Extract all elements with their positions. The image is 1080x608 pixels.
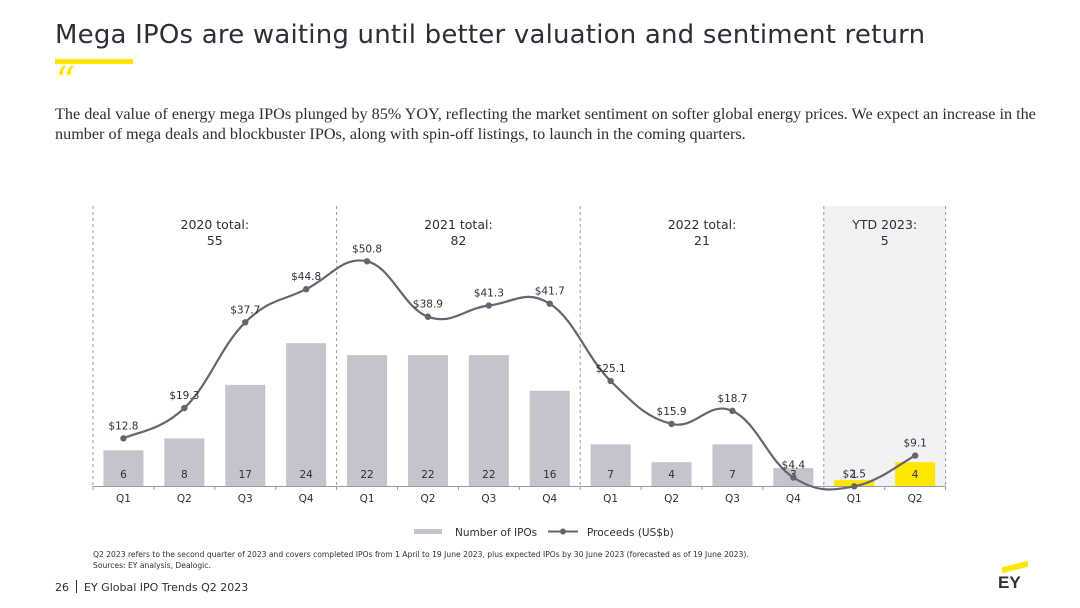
proceeds-label: $37.7 bbox=[230, 304, 260, 316]
group-label: 2021 total: bbox=[424, 217, 493, 232]
x-tick-label: Q4 bbox=[786, 493, 801, 505]
bar-value-label: 4 bbox=[668, 469, 675, 481]
proceeds-label: $41.3 bbox=[474, 288, 504, 300]
bar bbox=[347, 355, 388, 486]
x-tick-label: Q4 bbox=[299, 493, 314, 505]
legend-line-marker bbox=[560, 528, 566, 535]
ey-logo-text: EY bbox=[998, 573, 1021, 592]
proceeds-point bbox=[729, 407, 736, 415]
footer: 26 EY Global IPO Trends Q2 2023 bbox=[55, 580, 248, 594]
bar-value-label: 4 bbox=[912, 469, 919, 481]
proceeds-point bbox=[668, 420, 675, 428]
group-label: YTD 2023: bbox=[851, 217, 917, 232]
legend-bar-label: Number of IPOs bbox=[455, 527, 537, 539]
proceeds-label: $9.1 bbox=[903, 438, 926, 450]
page-number: 26 bbox=[55, 581, 69, 594]
proceeds-label: $12.8 bbox=[108, 420, 138, 432]
footer-text: EY Global IPO Trends Q2 2023 bbox=[84, 581, 249, 594]
proceeds-point bbox=[607, 377, 614, 385]
proceeds-point bbox=[181, 404, 188, 412]
proceeds-point bbox=[485, 302, 493, 309]
chart-notes: Q2 2023 refers to the second quarter of … bbox=[93, 549, 749, 571]
bar-value-label: 1 bbox=[851, 469, 858, 481]
bar-value-label: 8 bbox=[181, 469, 188, 481]
proceeds-label: $50.8 bbox=[352, 243, 382, 255]
x-tick-label: Q1 bbox=[847, 493, 862, 505]
title-underline bbox=[55, 59, 133, 64]
bar-value-label: 7 bbox=[729, 469, 736, 481]
proceeds-point bbox=[546, 300, 553, 307]
proceeds-label: $25.1 bbox=[596, 363, 626, 375]
proceeds-label: $18.7 bbox=[717, 393, 747, 405]
bar-value-label: 6 bbox=[120, 469, 127, 481]
proceeds-point bbox=[302, 286, 310, 293]
ytd-panel bbox=[823, 206, 946, 486]
group-label: 2022 total: bbox=[668, 217, 737, 232]
proceeds-point bbox=[120, 435, 127, 442]
x-tick-label: Q2 bbox=[177, 493, 192, 505]
x-tick-label: Q2 bbox=[908, 493, 923, 505]
proceeds-label: $4.4 bbox=[782, 459, 806, 471]
proceeds-label: $44.8 bbox=[291, 271, 321, 283]
bar-value-label: 22 bbox=[482, 469, 495, 481]
note-line-2: Sources: EY analysis, Dealogic. bbox=[93, 561, 211, 570]
bar-value-label: 22 bbox=[360, 469, 373, 481]
quote-icon: “ bbox=[55, 59, 76, 105]
group-total: 5 bbox=[881, 233, 889, 248]
page-title: Mega IPOs are waiting until better valua… bbox=[55, 20, 926, 50]
bar-value-label: 7 bbox=[607, 469, 614, 481]
bar-value-label: 22 bbox=[421, 469, 434, 481]
proceeds-point bbox=[911, 452, 919, 459]
x-tick-label: Q1 bbox=[603, 493, 618, 505]
note-line-1: Q2 2023 refers to the second quarter of … bbox=[93, 550, 749, 559]
footer-divider bbox=[76, 580, 77, 593]
bar bbox=[590, 444, 631, 486]
bar-value-label: 17 bbox=[239, 469, 252, 481]
bar bbox=[712, 444, 753, 486]
legend-line-label: Proceeds (US$b) bbox=[587, 527, 674, 539]
group-total: 82 bbox=[450, 233, 466, 248]
x-tick-label: Q2 bbox=[420, 493, 435, 505]
proceeds-point bbox=[424, 313, 432, 320]
x-tick-label: Q3 bbox=[725, 493, 740, 505]
bar bbox=[529, 390, 570, 486]
proceeds-label: $38.9 bbox=[413, 299, 443, 311]
bar bbox=[164, 438, 205, 486]
ey-logo: EY bbox=[996, 560, 1030, 594]
proceeds-point bbox=[851, 483, 858, 490]
bar bbox=[407, 355, 448, 486]
group-total: 21 bbox=[694, 233, 710, 248]
bar bbox=[651, 462, 692, 486]
bar bbox=[103, 450, 144, 486]
x-tick-label: Q2 bbox=[664, 493, 679, 505]
proceeds-label: $19.3 bbox=[169, 390, 199, 402]
x-tick-label: Q3 bbox=[481, 493, 496, 505]
proceeds-point bbox=[790, 474, 797, 481]
bar bbox=[286, 343, 327, 486]
group-label: 2020 total: bbox=[181, 217, 250, 232]
legend-bar-swatch bbox=[414, 529, 442, 534]
proceeds-label: $41.7 bbox=[535, 286, 565, 298]
bar bbox=[468, 355, 509, 486]
x-tick-label: Q1 bbox=[360, 493, 375, 505]
x-tick-label: Q4 bbox=[542, 493, 557, 505]
lead-paragraph: The deal value of energy mega IPOs plung… bbox=[55, 105, 1036, 143]
proceeds-point bbox=[242, 319, 249, 326]
x-tick-label: Q3 bbox=[238, 493, 253, 505]
proceeds-label: $15.9 bbox=[657, 406, 687, 418]
proceeds-point bbox=[363, 258, 371, 265]
bar-value-label: 16 bbox=[543, 469, 557, 481]
bar bbox=[834, 480, 875, 486]
group-total: 55 bbox=[207, 233, 223, 248]
bar-value-label: 24 bbox=[299, 469, 313, 481]
bar bbox=[895, 462, 936, 486]
proceeds-label: $2.5 bbox=[843, 468, 866, 480]
x-tick-label: Q1 bbox=[116, 493, 131, 505]
bar bbox=[225, 384, 266, 486]
